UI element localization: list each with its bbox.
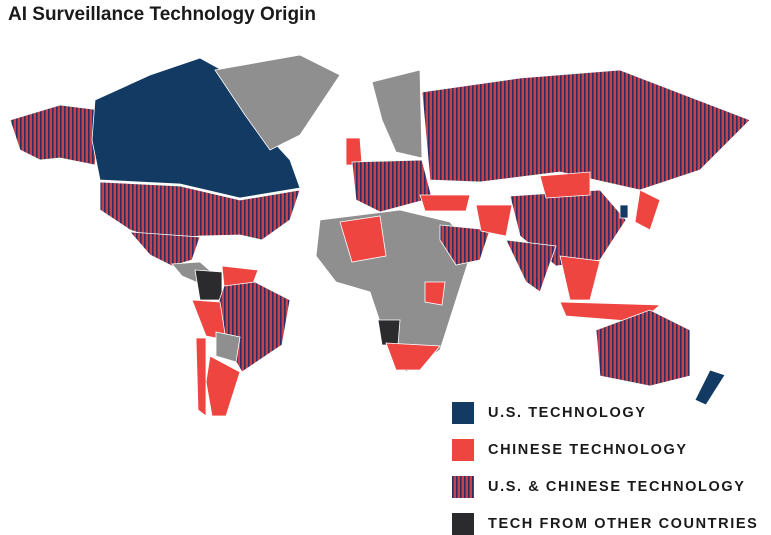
legend-label: U.S. TECHNOLOGY xyxy=(488,405,647,421)
iran xyxy=(475,204,513,237)
algeria xyxy=(339,215,387,263)
legend-swatch xyxy=(452,513,474,535)
bolivia xyxy=(215,331,241,363)
argentina xyxy=(205,355,241,417)
colombia xyxy=(194,269,223,301)
legend-label: U.S. & CHINESE TECHNOLOGY xyxy=(488,479,746,495)
mexico xyxy=(129,231,201,267)
south-africa xyxy=(385,342,441,371)
legend-swatch xyxy=(452,402,474,424)
legend-swatch xyxy=(452,476,474,498)
turkey xyxy=(419,194,471,212)
legend-swatch xyxy=(452,439,474,461)
india xyxy=(505,239,557,293)
legend-label: CHINESE TECHNOLOGY xyxy=(488,442,688,458)
uk xyxy=(345,137,363,166)
mongolia xyxy=(539,171,591,199)
scandinavia xyxy=(371,69,423,159)
world-map xyxy=(9,54,751,417)
new-zealand xyxy=(694,369,726,406)
kenya xyxy=(424,281,446,306)
south-korea xyxy=(619,204,629,219)
namibia xyxy=(377,319,401,346)
southeast-asia xyxy=(559,255,601,301)
western-europe xyxy=(351,159,433,213)
chile xyxy=(195,337,207,417)
map-title: AI Surveillance Technology Origin xyxy=(8,4,316,25)
greenland xyxy=(214,54,341,151)
alaska xyxy=(9,104,101,166)
canada xyxy=(91,57,301,199)
legend: U.S. TECHNOLOGY CHINESE TECHNOLOGY U.S. & … xyxy=(452,402,758,535)
japan xyxy=(634,189,661,231)
russia xyxy=(421,69,751,191)
usa xyxy=(99,181,301,241)
australia xyxy=(595,309,691,387)
legend-label: TECH FROM OTHER COUNTRIES xyxy=(488,516,758,532)
